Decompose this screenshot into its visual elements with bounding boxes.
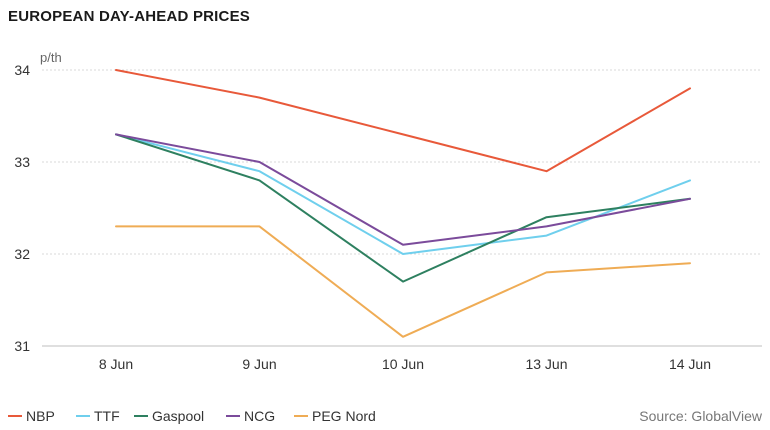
x-tick-label: 8 Jun [99,356,133,372]
chart-title: EUROPEAN DAY-AHEAD PRICES [8,8,250,25]
series-lines [115,69,691,338]
legend: NBP TTF Gaspool NCG PEG Nord [8,408,376,424]
series-line-ncg [115,133,691,246]
y-tick-label: 34 [14,62,30,78]
x-tick-label: 14 Jun [669,356,711,372]
source-note: Source: GlobalView [639,408,763,424]
x-tick-label: 13 Jun [525,356,567,372]
y-axis-unit: p/th [40,50,62,65]
y-tick-label: 32 [14,246,30,262]
legend-label: TTF [94,408,120,424]
x-tick-label: 9 Jun [242,356,276,372]
y-tick-label: 33 [14,154,30,170]
x-axis-ticks: 8 Jun 9 Jun 10 Jun 13 Jun 14 Jun [99,356,711,372]
legend-label: PEG Nord [312,408,376,424]
series-line-ttf [115,133,691,255]
y-axis-ticks: 31 32 33 34 [14,62,30,354]
legend-label: NBP [26,408,55,424]
gridlines [42,69,762,347]
y-tick-label: 31 [14,338,30,354]
x-tick-label: 10 Jun [382,356,424,372]
legend-label: Gaspool [152,408,204,424]
legend-label: NCG [244,408,275,424]
